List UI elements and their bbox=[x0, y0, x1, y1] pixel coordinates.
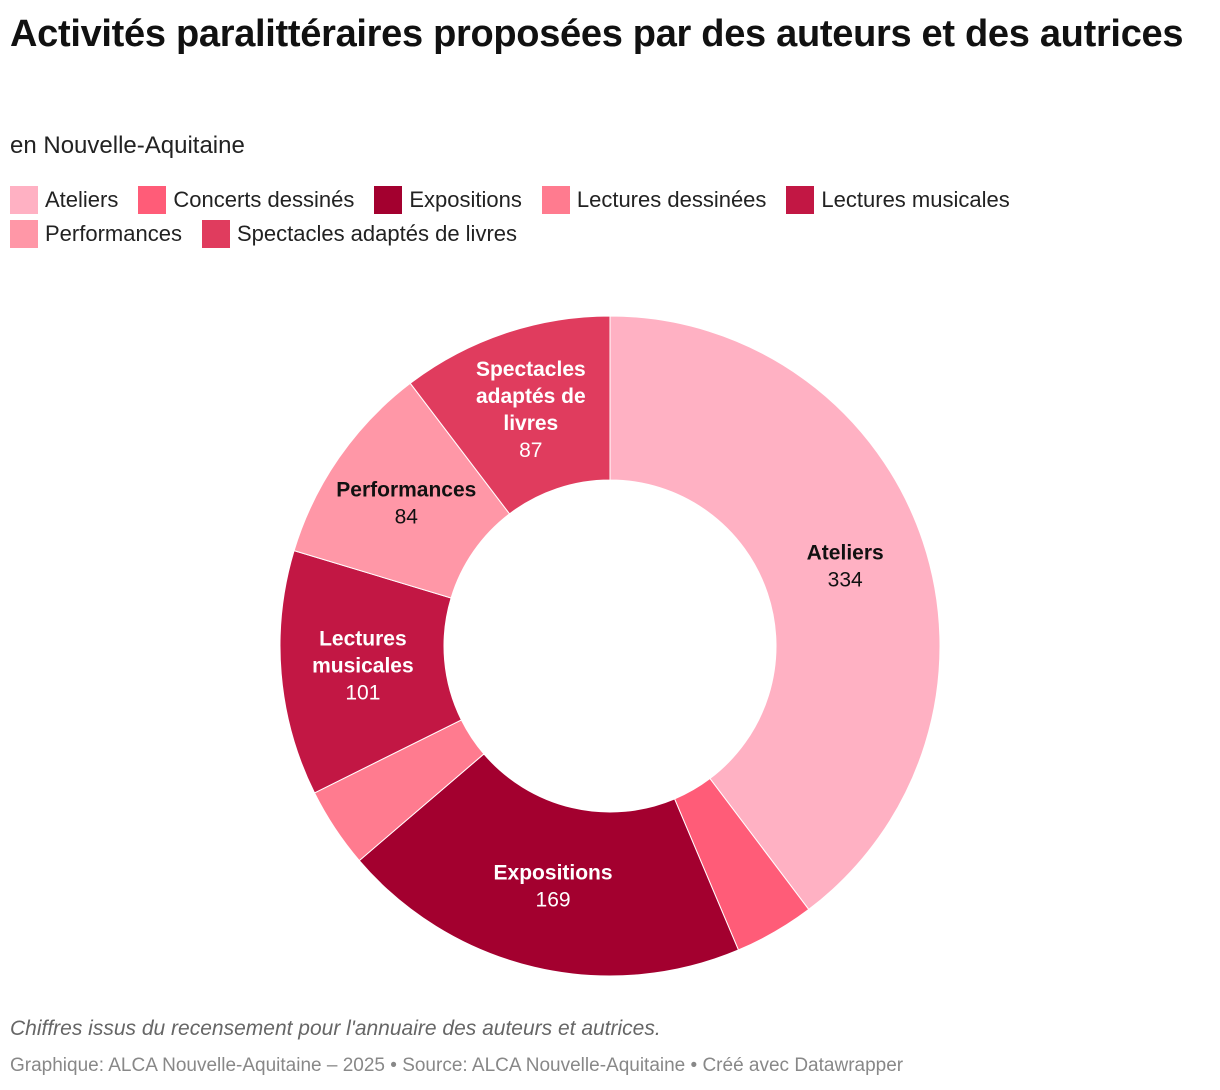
legend-swatch bbox=[541, 186, 570, 214]
slice-label-lectures-musicales: musicales bbox=[312, 654, 414, 677]
slice-label-ateliers: Ateliers bbox=[807, 541, 884, 564]
legend-item-lectures-dessinees: Lectures dessinées bbox=[541, 185, 767, 215]
slice-value-lectures-musicales: 101 bbox=[345, 681, 380, 704]
legend-item-spectacles-adaptes-de-livres: Spectacles adaptés de livres bbox=[201, 219, 518, 249]
slice-value-ateliers: 334 bbox=[828, 568, 863, 591]
chart-footer: Graphique: ALCA Nouvelle-Aquitaine – 202… bbox=[10, 1055, 904, 1076]
legend-label: Expositions bbox=[409, 187, 522, 212]
legend-swatch bbox=[374, 186, 403, 214]
legend-item-expositions: Expositions bbox=[374, 185, 522, 215]
legend-label: Spectacles adaptés de livres bbox=[236, 221, 518, 246]
legend-item-lectures-musicales: Lectures musicales bbox=[786, 185, 1010, 215]
slice-expositions[interactable] bbox=[358, 753, 740, 977]
slice-label-performances: Performances bbox=[336, 479, 476, 502]
legend-item-ateliers: Ateliers bbox=[10, 185, 118, 215]
slice-value-expositions: 169 bbox=[536, 888, 571, 911]
chart-title: Activités paralittéraires proposées par … bbox=[10, 13, 1184, 55]
chart-subtitle: en Nouvelle-Aquitaine bbox=[10, 132, 245, 159]
slice-spectacles-adaptes-de-livres[interactable] bbox=[409, 315, 611, 515]
slice-label-spectacles-adaptes-de-livres: adaptés de bbox=[476, 385, 586, 408]
chart-legend: Ateliers Concerts dessinés Expositions Lect… bbox=[10, 185, 1200, 249]
legend-item-concerts-dessines: Concerts dessinés bbox=[138, 185, 354, 215]
legend-label: Ateliers bbox=[45, 187, 119, 212]
legend-swatch bbox=[138, 186, 167, 214]
legend-label: Concerts dessinés bbox=[173, 187, 355, 212]
legend-item-performances: Performances bbox=[10, 219, 182, 249]
chart-notes: Chiffres issus du recensement pour l'ann… bbox=[10, 1017, 661, 1040]
legend-swatch bbox=[201, 220, 230, 248]
slice-lectures-musicales[interactable] bbox=[279, 549, 463, 794]
slice-label-lectures-musicales: Lectures bbox=[319, 627, 407, 650]
legend-label: Lectures musicales bbox=[821, 187, 1010, 212]
slice-value-performances: 84 bbox=[395, 506, 419, 529]
slice-label-expositions: Expositions bbox=[494, 861, 613, 884]
legend-label: Performances bbox=[45, 221, 182, 246]
legend-label: Lectures dessinées bbox=[576, 187, 767, 212]
legend-swatch bbox=[10, 186, 38, 214]
slice-label-spectacles-adaptes-de-livres: livres bbox=[503, 412, 558, 435]
legend-swatch bbox=[786, 186, 815, 214]
legend-swatch bbox=[10, 220, 38, 248]
slice-value-spectacles-adaptes-de-livres: 87 bbox=[519, 439, 542, 462]
slice-label-spectacles-adaptes-de-livres: Spectacles bbox=[476, 358, 586, 381]
slice-ateliers[interactable] bbox=[609, 315, 941, 911]
donut-chart: Ateliers 334 Expositions 169 Lectures musical… bbox=[279, 315, 941, 977]
